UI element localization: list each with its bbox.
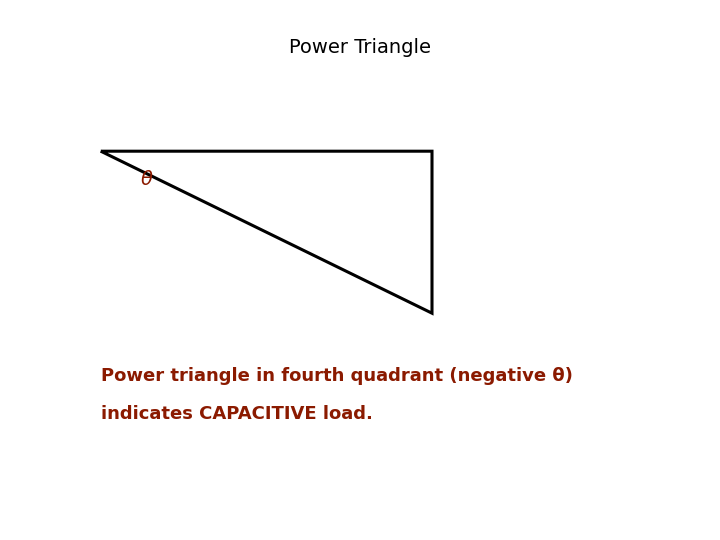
Text: Power triangle in fourth quadrant (negative θ): Power triangle in fourth quadrant (negat…	[101, 367, 572, 385]
Text: indicates CAPACITIVE load.: indicates CAPACITIVE load.	[101, 405, 373, 423]
Text: θ: θ	[140, 170, 152, 189]
Text: Power Triangle: Power Triangle	[289, 38, 431, 57]
